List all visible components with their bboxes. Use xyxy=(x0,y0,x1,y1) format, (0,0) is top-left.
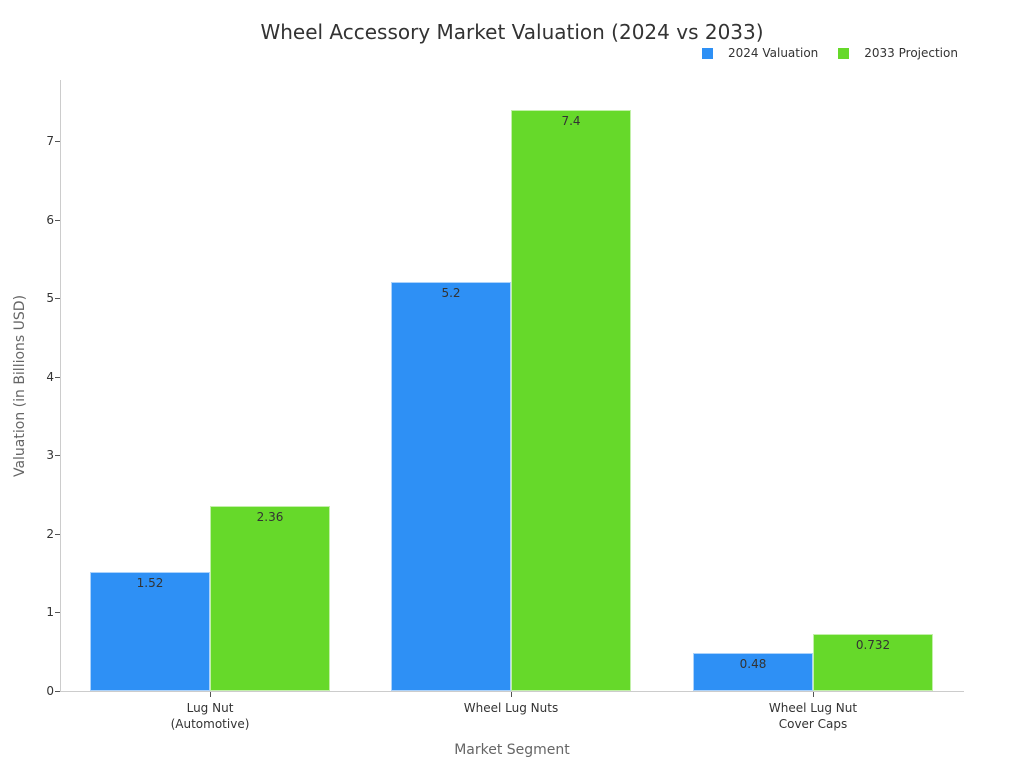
bar-value-label: 1.52 xyxy=(136,575,164,590)
bar-2033[interactable]: 2.36 xyxy=(210,505,330,691)
y-tick-label: 7 xyxy=(46,134,54,148)
x-tick-label: Wheel Lug Nut Cover Caps xyxy=(768,701,858,731)
y-tick xyxy=(55,376,60,378)
plot-area: 0 1 2 3 4 5 6 7 1.52 2.36 Lug Nut (Automotive) 5.2 7.… xyxy=(46,80,964,731)
y-tick xyxy=(55,298,60,300)
bar-2024[interactable]: 0.48 xyxy=(693,653,813,691)
chart-title: Wheel Accessory Market Valuation (2024 v… xyxy=(260,20,764,44)
bar-value-label: 0.732 xyxy=(855,637,891,652)
y-tick-label: 4 xyxy=(46,369,54,384)
y-axis xyxy=(60,80,61,692)
x-tick xyxy=(511,692,512,697)
bar-2033[interactable]: 7.4 xyxy=(511,109,631,691)
bar-value-label: 7.4 xyxy=(561,113,581,128)
y-tick-label: 5 xyxy=(46,291,54,306)
y-tick-label: 0 xyxy=(46,684,54,698)
y-tick xyxy=(55,533,60,535)
y-tick xyxy=(55,612,60,614)
y-tick xyxy=(55,141,60,142)
y-axis-label: Valuation (in Billions USD) xyxy=(12,294,28,478)
bar-value-label: 5.2 xyxy=(441,286,461,301)
y-tick xyxy=(55,691,60,692)
y-tick xyxy=(55,219,60,221)
x-tick xyxy=(210,692,211,697)
legend-label-2024: 2024 Valuation xyxy=(728,46,819,60)
bar-value-label: 2.36 xyxy=(256,509,284,524)
legend-swatch-2033 xyxy=(838,47,850,59)
x-tick-label: Lug Nut (Automotive) xyxy=(170,701,250,731)
y-tick-label: 3 xyxy=(46,448,54,463)
legend-item-2024: 2024 Valuation xyxy=(702,46,818,60)
bar-2024[interactable]: 1.52 xyxy=(90,571,210,691)
y-tick-label: 6 xyxy=(46,212,54,227)
x-tick xyxy=(813,692,814,697)
x-axis-label: Market Segment xyxy=(454,742,570,758)
bar-2033[interactable]: 0.732 xyxy=(813,633,933,691)
y-tick xyxy=(55,455,60,457)
bar-value-label: 0.48 xyxy=(739,657,767,672)
legend-swatch-2024 xyxy=(702,47,713,59)
legend-item-2033: 2033 Projection xyxy=(838,46,958,60)
y-tick-label: 2 xyxy=(46,526,54,541)
legend-label-2033: 2033 Projection xyxy=(864,46,958,60)
legend: 2024 Valuation 2033 Projection xyxy=(702,46,978,60)
bar-2024[interactable]: 5.2 xyxy=(391,282,511,691)
y-tick-label: 1 xyxy=(46,605,54,620)
x-axis xyxy=(60,691,964,692)
x-tick-label: Wheel Lug Nuts xyxy=(463,701,559,715)
